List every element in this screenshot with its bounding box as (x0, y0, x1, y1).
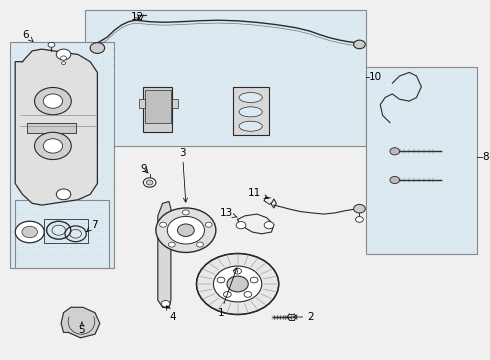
Circle shape (177, 224, 194, 237)
Circle shape (156, 208, 216, 252)
Bar (172, 99, 178, 108)
Bar (139, 99, 145, 108)
Text: 7: 7 (87, 220, 98, 232)
Circle shape (56, 189, 71, 200)
Circle shape (354, 204, 365, 213)
Bar (10, 42, 114, 268)
Circle shape (169, 242, 175, 247)
Circle shape (43, 139, 63, 153)
Circle shape (48, 42, 55, 47)
Text: 4: 4 (167, 306, 175, 322)
Circle shape (264, 222, 274, 229)
Text: 3: 3 (179, 148, 188, 202)
Text: 11: 11 (248, 188, 269, 199)
Bar (366, 67, 477, 253)
Bar (15, 200, 109, 268)
Circle shape (217, 277, 225, 283)
Bar (144, 87, 172, 132)
Circle shape (167, 216, 204, 244)
Circle shape (182, 210, 189, 215)
Circle shape (22, 226, 37, 238)
Ellipse shape (239, 93, 262, 103)
Circle shape (214, 266, 262, 302)
Text: 1: 1 (218, 268, 237, 318)
Text: 10: 10 (369, 72, 382, 82)
Text: 8: 8 (482, 152, 489, 162)
Circle shape (61, 56, 67, 60)
Circle shape (144, 178, 156, 187)
Bar (85, 10, 366, 146)
Bar (233, 87, 269, 135)
Ellipse shape (239, 121, 262, 131)
Text: 13: 13 (220, 208, 237, 219)
Circle shape (56, 49, 71, 60)
Text: 5: 5 (78, 322, 85, 335)
Circle shape (161, 301, 170, 307)
Polygon shape (15, 49, 98, 205)
Bar (145, 90, 171, 123)
Circle shape (196, 253, 279, 315)
Circle shape (43, 94, 63, 108)
Circle shape (354, 40, 365, 49)
Circle shape (34, 87, 71, 115)
Text: 9: 9 (141, 163, 148, 174)
Ellipse shape (239, 107, 262, 117)
Polygon shape (61, 307, 100, 338)
Circle shape (250, 277, 258, 283)
Circle shape (34, 132, 71, 159)
Polygon shape (158, 202, 171, 308)
Text: 12: 12 (130, 12, 144, 22)
Circle shape (223, 292, 231, 297)
Text: 2: 2 (293, 312, 314, 322)
Bar (44, 220, 88, 243)
Circle shape (244, 292, 252, 297)
Circle shape (227, 276, 248, 292)
Circle shape (196, 242, 203, 247)
Circle shape (234, 268, 242, 274)
Circle shape (205, 222, 212, 227)
Circle shape (62, 62, 66, 64)
Circle shape (146, 180, 153, 185)
Circle shape (356, 217, 363, 222)
Text: 6: 6 (23, 30, 33, 42)
Circle shape (160, 222, 167, 227)
Bar (27, 123, 75, 134)
Circle shape (15, 221, 44, 243)
Circle shape (90, 42, 105, 53)
Circle shape (390, 148, 399, 155)
Circle shape (236, 222, 246, 229)
Circle shape (390, 176, 399, 184)
